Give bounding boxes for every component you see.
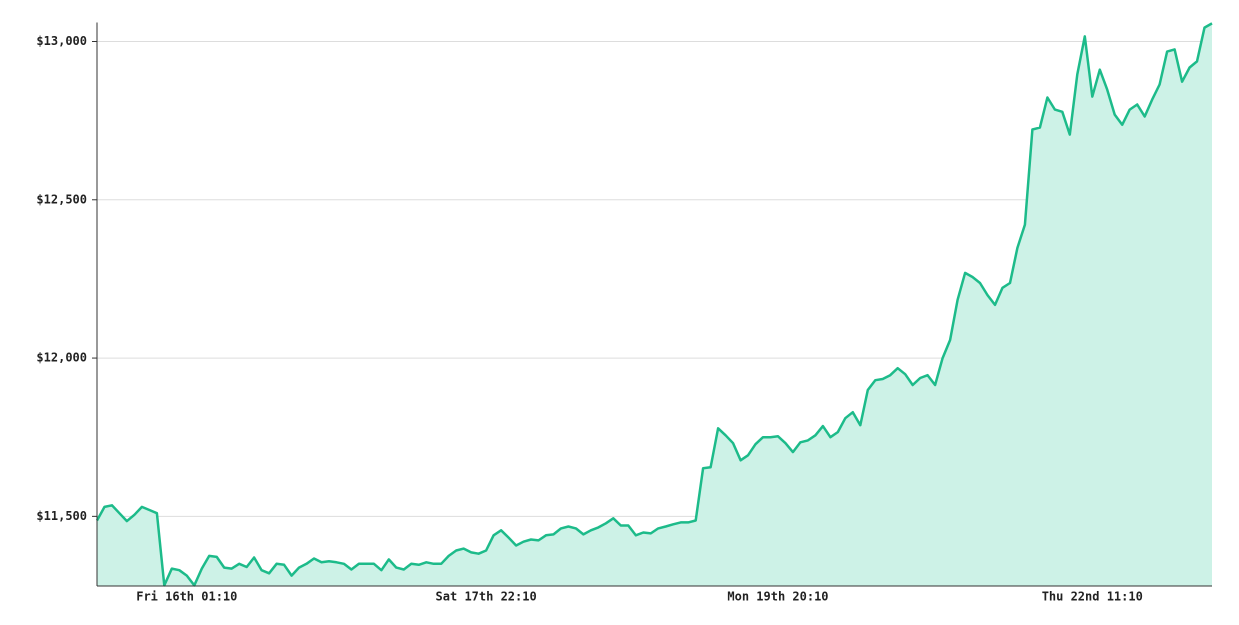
y-tick-label: $12,000 <box>36 351 87 365</box>
area <box>97 23 1212 586</box>
line <box>95 22 1213 587</box>
x-tick-label: Sat 17th 22:10 <box>436 590 537 604</box>
y-tick-label: $12,500 <box>36 192 87 206</box>
x-tick-label: Fri 16th 01:10 <box>136 590 237 604</box>
x-tick-label: Mon 19th 20:10 <box>727 590 828 604</box>
x-tick-label: Thu 22nd 11:10 <box>1042 590 1143 604</box>
y-tick-label: $11,500 <box>36 509 87 523</box>
y-tick-label: $13,000 <box>36 34 87 48</box>
